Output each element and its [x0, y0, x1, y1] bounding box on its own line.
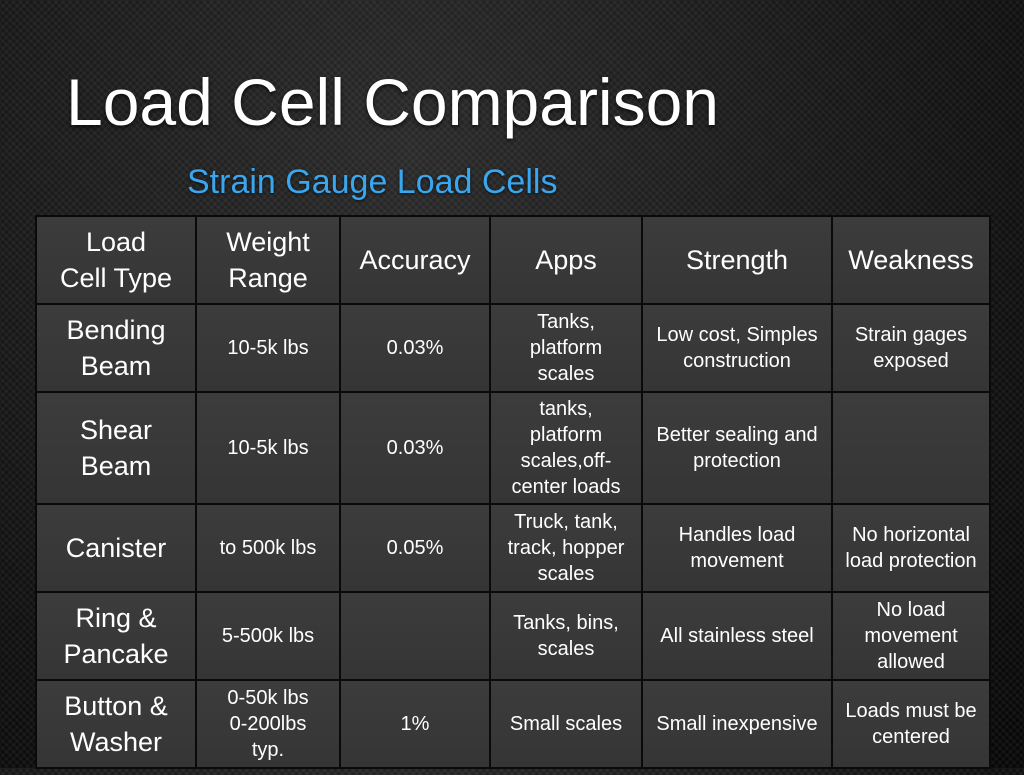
cell-accuracy [339, 591, 491, 681]
cell-strength: Handles load movement [641, 503, 833, 593]
comparison-table-container: Load Cell Type Weight Range Accuracy App… [35, 215, 991, 775]
cell-weight: 0-50k lbs 0-200lbs typ. [195, 679, 341, 769]
table-row: Canister to 500k lbs 0.05% Truck, tank, … [35, 503, 991, 593]
comparison-table: Load Cell Type Weight Range Accuracy App… [35, 215, 991, 769]
cell-apps: tanks, platform scales,off-center loads [489, 391, 643, 505]
cell-weakness: Loads must be centered [831, 679, 991, 769]
cell-type: Shear Beam [35, 391, 197, 505]
cell-apps: Tanks, bins, scales [489, 591, 643, 681]
table-row: Shear Beam 10-5k lbs 0.03% tanks, platfo… [35, 391, 991, 505]
cell-weakness [831, 391, 991, 505]
cell-apps: Small scales [489, 679, 643, 769]
cell-strength: Small inexpensive [641, 679, 833, 769]
cell-accuracy: 1% [339, 679, 491, 769]
cell-accuracy: 0.03% [339, 303, 491, 393]
header-cell-weakness: Weakness [831, 215, 991, 305]
cell-strength: All stainless steel [641, 591, 833, 681]
slide-subtitle: Strain Gauge Load Cells [187, 163, 558, 201]
header-cell-strength: Strength [641, 215, 833, 305]
cell-type: Button & Washer [35, 679, 197, 769]
cell-weakness: No load movement allowed [831, 591, 991, 681]
slide-title: Load Cell Comparison [66, 65, 720, 139]
cell-weight: 10-5k lbs [195, 303, 341, 393]
cell-apps: Tanks, platform scales [489, 303, 643, 393]
header-cell-weight: Weight Range [195, 215, 341, 305]
cell-type: Ring & Pancake [35, 591, 197, 681]
table-row: Bending Beam 10-5k lbs 0.03% Tanks, plat… [35, 303, 991, 393]
cell-weakness: No horizontal load protection [831, 503, 991, 593]
cell-weakness: Strain gages exposed [831, 303, 991, 393]
cell-weight: 10-5k lbs [195, 391, 341, 505]
cell-type: Bending Beam [35, 303, 197, 393]
cell-apps: Truck, tank, track, hopper scales [489, 503, 643, 593]
table-row: Button & Washer 0-50k lbs 0-200lbs typ. … [35, 679, 991, 769]
table-row: Ring & Pancake 5-500k lbs Tanks, bins, s… [35, 591, 991, 681]
cell-type: Canister [35, 503, 197, 593]
cell-strength: Low cost, Simples construction [641, 303, 833, 393]
table-header-row: Load Cell Type Weight Range Accuracy App… [35, 215, 991, 305]
header-cell-type: Load Cell Type [35, 215, 197, 305]
cell-weight: to 500k lbs [195, 503, 341, 593]
header-cell-accuracy: Accuracy [339, 215, 491, 305]
cell-strength: Better sealing and protection [641, 391, 833, 505]
cell-weight: 5-500k lbs [195, 591, 341, 681]
header-cell-apps: Apps [489, 215, 643, 305]
cell-accuracy: 0.03% [339, 391, 491, 505]
cell-accuracy: 0.05% [339, 503, 491, 593]
